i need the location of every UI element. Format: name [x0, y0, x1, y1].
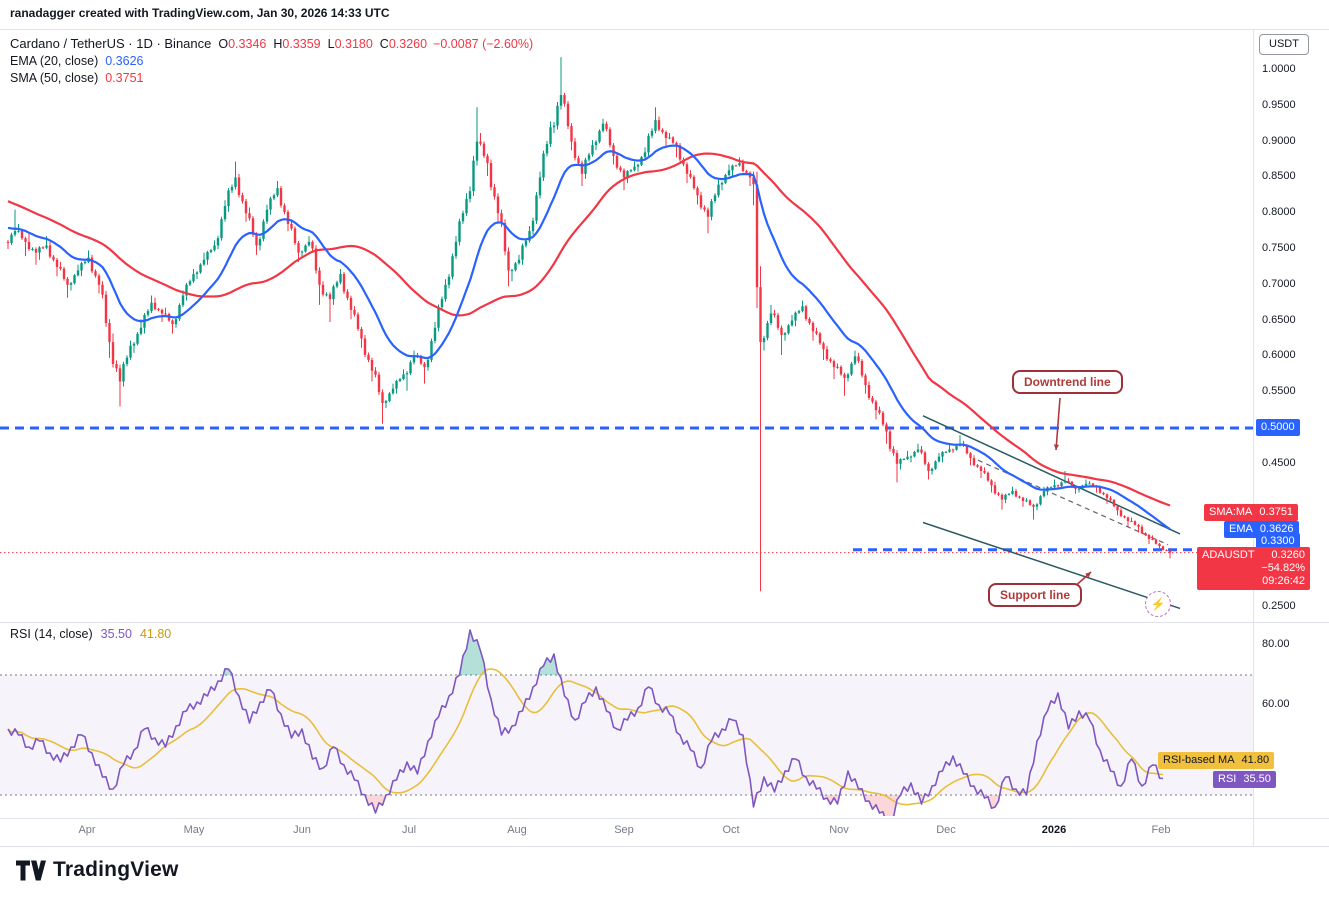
- sma-label: SMA (50, close): [10, 71, 99, 85]
- price-tick: 0.6000: [1262, 349, 1296, 362]
- support-line-callout[interactable]: Support line: [988, 583, 1082, 607]
- last-price-badge: ADAUSDT 0.3260 −54.82% 09:26:42: [1197, 547, 1310, 590]
- rsi-ma-badge-value: 41.80: [1241, 754, 1270, 766]
- rsi-tick: 80.00: [1262, 638, 1290, 650]
- ohlc-open-label: O: [218, 37, 229, 51]
- ohlc-high-label: H: [273, 37, 283, 51]
- rsi-ma-value: 41.80: [139, 627, 172, 641]
- price-tick: 0.9500: [1262, 98, 1296, 111]
- downtrend-line-callout[interactable]: Downtrend line: [1012, 370, 1123, 394]
- price-tick: 0.8000: [1262, 206, 1296, 219]
- rsi-badge-label: RSI: [1218, 773, 1237, 785]
- tradingview-icon: [16, 860, 46, 880]
- sma-badge-value: 0.3751: [1259, 506, 1294, 518]
- price-tick: 0.5500: [1262, 385, 1296, 398]
- ema-badge-label: EMA: [1229, 523, 1253, 535]
- rsi-value: 35.50: [100, 627, 132, 641]
- time-axis-label: Oct: [722, 824, 740, 836]
- price-tick: 0.9000: [1262, 134, 1296, 147]
- price-tick: 0.7000: [1262, 277, 1296, 290]
- symbol-legend-row[interactable]: Cardano / TetherUS · 1D · Binance O0.3346…: [10, 35, 533, 53]
- rsi-ma-badge: RSI-based MA 41.80: [1158, 752, 1275, 769]
- price-tick: 1.0000: [1262, 63, 1296, 75]
- rsi-label: RSI (14, close): [10, 627, 93, 641]
- ohlc-low-label: L: [327, 37, 335, 51]
- last-price: 0.3260: [1271, 549, 1305, 561]
- ohlc-open-value: 0.3346: [228, 37, 267, 51]
- ema-label: EMA (20, close): [10, 54, 99, 68]
- time-axis-label: May: [183, 824, 205, 836]
- time-axis-label: Aug: [507, 824, 527, 836]
- price-tick: 0.8500: [1262, 170, 1296, 183]
- price-level-badge-0330: 0.3300: [1256, 533, 1300, 550]
- price-tick: 0.7500: [1262, 242, 1296, 254]
- time-axis-label: Jun: [293, 824, 311, 836]
- ema-value: 0.3626: [105, 54, 144, 68]
- sma-badge-label: SMA:MA: [1209, 506, 1253, 518]
- flash-marker[interactable]: ⚡: [1145, 591, 1171, 617]
- time-axis-label: Dec: [936, 824, 956, 836]
- ema-legend-row[interactable]: EMA (20, close) 0.3626: [10, 53, 533, 70]
- symbol-title: Cardano / TetherUS · 1D · Binance: [10, 36, 212, 51]
- tradingview-logo-text: TradingView: [53, 858, 179, 881]
- bar-countdown: 09:26:42: [1262, 575, 1305, 587]
- time-axis-label: Apr: [78, 824, 96, 836]
- time-axis-label: Feb: [1151, 824, 1171, 836]
- ema-badge-value: 0.3626: [1259, 523, 1294, 535]
- rsi-tick: 60.00: [1262, 698, 1290, 710]
- change-value: −0.0087 (−2.60%): [433, 37, 534, 51]
- credit-text: ranadagger created with TradingView.com,…: [10, 6, 390, 20]
- price-tick: 0.4500: [1262, 456, 1296, 469]
- ohlc-low-value: 0.3180: [334, 37, 373, 51]
- time-axis-label: Sep: [614, 824, 634, 836]
- rsi-badge: RSI 35.50: [1213, 771, 1276, 788]
- chart-legend[interactable]: Cardano / TetherUS · 1D · Binance O0.3346…: [10, 35, 533, 87]
- sma-legend-row[interactable]: SMA (50, close) 0.3751: [10, 70, 533, 87]
- rsi-ma-badge-label: RSI-based MA: [1163, 754, 1235, 766]
- price-tick: 0.2500: [1262, 600, 1296, 612]
- currency-badge[interactable]: USDT: [1259, 34, 1309, 55]
- time-axis-label: 2026: [1041, 824, 1067, 836]
- price-level-badge-0500: 0.5000: [1256, 419, 1300, 436]
- last-change: −54.82%: [1261, 562, 1305, 574]
- lightning-icon: ⚡: [1150, 597, 1166, 611]
- price-tick: 0.6500: [1262, 313, 1296, 326]
- time-axis-label: Jul: [401, 824, 417, 836]
- ohlc-high-value: 0.3359: [282, 37, 321, 51]
- ohlc-close-value: 0.3260: [388, 37, 428, 51]
- ohlc-close-label: C: [379, 37, 389, 51]
- rsi-badge-value: 35.50: [1243, 773, 1271, 785]
- last-symbol: ADAUSDT: [1202, 549, 1255, 561]
- sma-value: 0.3751: [105, 71, 144, 85]
- sma-price-badge: SMA:MA 0.3751: [1204, 504, 1299, 521]
- tradingview-logo[interactable]: TradingView: [16, 858, 179, 882]
- time-axis-label: Nov: [829, 824, 849, 836]
- rsi-legend[interactable]: RSI (14, close) 35.50 41.80: [10, 627, 171, 641]
